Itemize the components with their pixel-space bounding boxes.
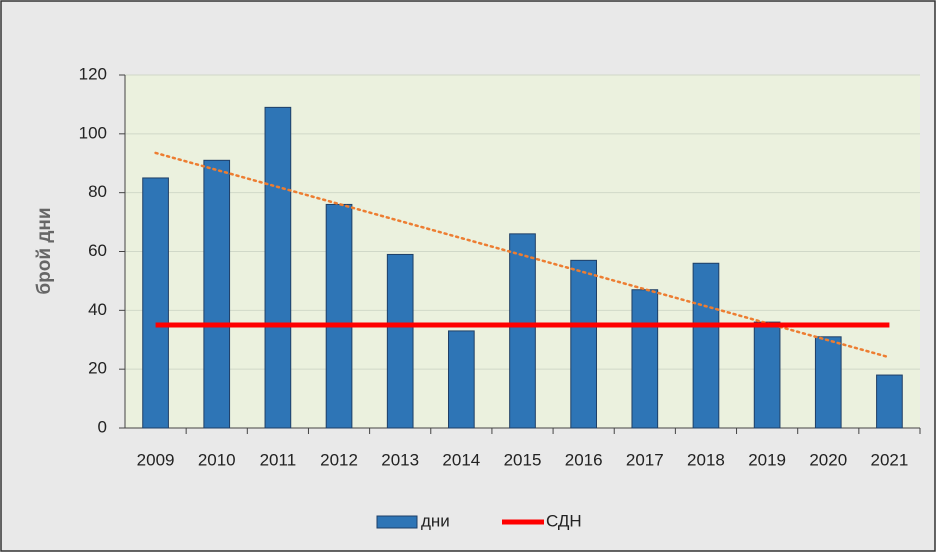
- x-tick-label: 2012: [320, 450, 358, 469]
- x-tick-label: 2015: [504, 450, 542, 469]
- legend-swatch: [376, 515, 418, 529]
- bar: [142, 177, 169, 429]
- x-tick-label: 2018: [687, 450, 725, 469]
- bar: [876, 374, 903, 429]
- x-tick-label: 2017: [626, 450, 664, 469]
- y-tick-label: 60: [88, 241, 107, 260]
- x-tick-label: 2011: [260, 450, 297, 469]
- y-tick-label: 40: [88, 300, 107, 319]
- x-tick-label: 2009: [137, 450, 175, 469]
- bar: [570, 259, 597, 429]
- bar: [753, 321, 781, 429]
- bar: [264, 106, 292, 429]
- x-tick-label: 2019: [748, 450, 786, 469]
- y-tick-label: 100: [79, 123, 107, 142]
- bar: [692, 262, 720, 429]
- y-tick-label: 80: [88, 182, 107, 201]
- bar: [325, 203, 353, 429]
- x-tick-label: 2013: [381, 450, 419, 469]
- legend-label: дни: [421, 511, 450, 530]
- bar: [814, 336, 842, 429]
- bar: [386, 253, 414, 429]
- bar: [448, 330, 475, 429]
- legend-label: СДН: [546, 511, 582, 530]
- x-tick-label: 2021: [871, 450, 909, 469]
- x-tick-label: 2016: [565, 450, 603, 469]
- y-tick-label: 0: [98, 417, 107, 436]
- x-tick-label: 2020: [809, 450, 847, 469]
- bar: [509, 233, 536, 429]
- bar: [631, 289, 659, 429]
- y-tick-label: 20: [88, 359, 107, 378]
- x-tick-label: 2014: [442, 450, 480, 469]
- y-tick-label: 120: [79, 64, 107, 83]
- x-tick-label: 2010: [198, 450, 236, 469]
- bar: [203, 159, 231, 429]
- y-axis-label: брой дни: [34, 207, 55, 294]
